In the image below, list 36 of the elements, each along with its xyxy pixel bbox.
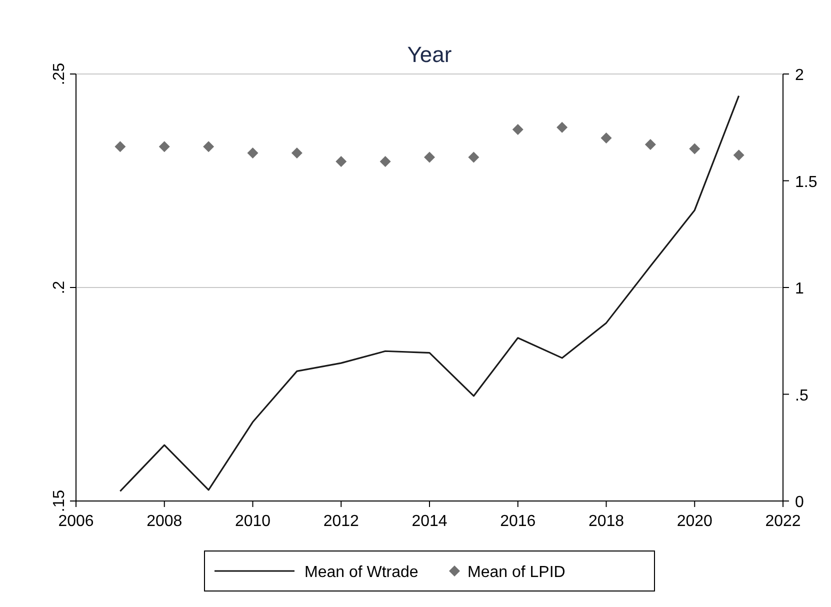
point bbox=[424, 152, 435, 163]
y2-tick-label: 1.5 bbox=[795, 174, 818, 191]
y2-tick-label: 1 bbox=[795, 280, 804, 298]
y-tick-label: .2 bbox=[51, 280, 68, 294]
legend-label: Mean of Wtrade bbox=[304, 564, 418, 581]
point bbox=[512, 124, 524, 136]
point bbox=[380, 156, 391, 168]
x-tick-label: 2022 bbox=[765, 513, 801, 530]
point bbox=[733, 150, 744, 161]
y2-tick-label: 0 bbox=[795, 494, 804, 511]
point bbox=[158, 141, 170, 152]
point bbox=[556, 122, 568, 133]
x-tick-label: 2016 bbox=[500, 513, 536, 530]
point bbox=[468, 152, 480, 163]
legend-label: Mean of LPID bbox=[468, 564, 566, 581]
x-tick-label: 2010 bbox=[234, 513, 271, 530]
y-tick-label: .15 bbox=[51, 490, 68, 512]
x-tick-label: 2008 bbox=[146, 513, 182, 530]
y2-tick-label: .5 bbox=[795, 387, 808, 404]
x-tick-label: 2012 bbox=[323, 513, 360, 530]
point bbox=[114, 141, 126, 152]
x-tick-label: 2020 bbox=[676, 513, 713, 530]
x-tick-label: 2014 bbox=[412, 513, 448, 530]
y2-tick-label: 2 bbox=[795, 67, 804, 84]
line-series bbox=[119, 94, 740, 492]
point bbox=[203, 141, 214, 152]
x-tick-label: 2018 bbox=[588, 513, 624, 530]
point bbox=[336, 156, 347, 168]
y-tick-label: .25 bbox=[51, 62, 68, 86]
point bbox=[247, 147, 258, 158]
point bbox=[689, 143, 700, 154]
x-tick-label: 2006 bbox=[58, 513, 94, 530]
point bbox=[600, 132, 612, 144]
point bbox=[644, 138, 656, 150]
chart-title: Year bbox=[407, 42, 452, 67]
point bbox=[291, 147, 302, 158]
